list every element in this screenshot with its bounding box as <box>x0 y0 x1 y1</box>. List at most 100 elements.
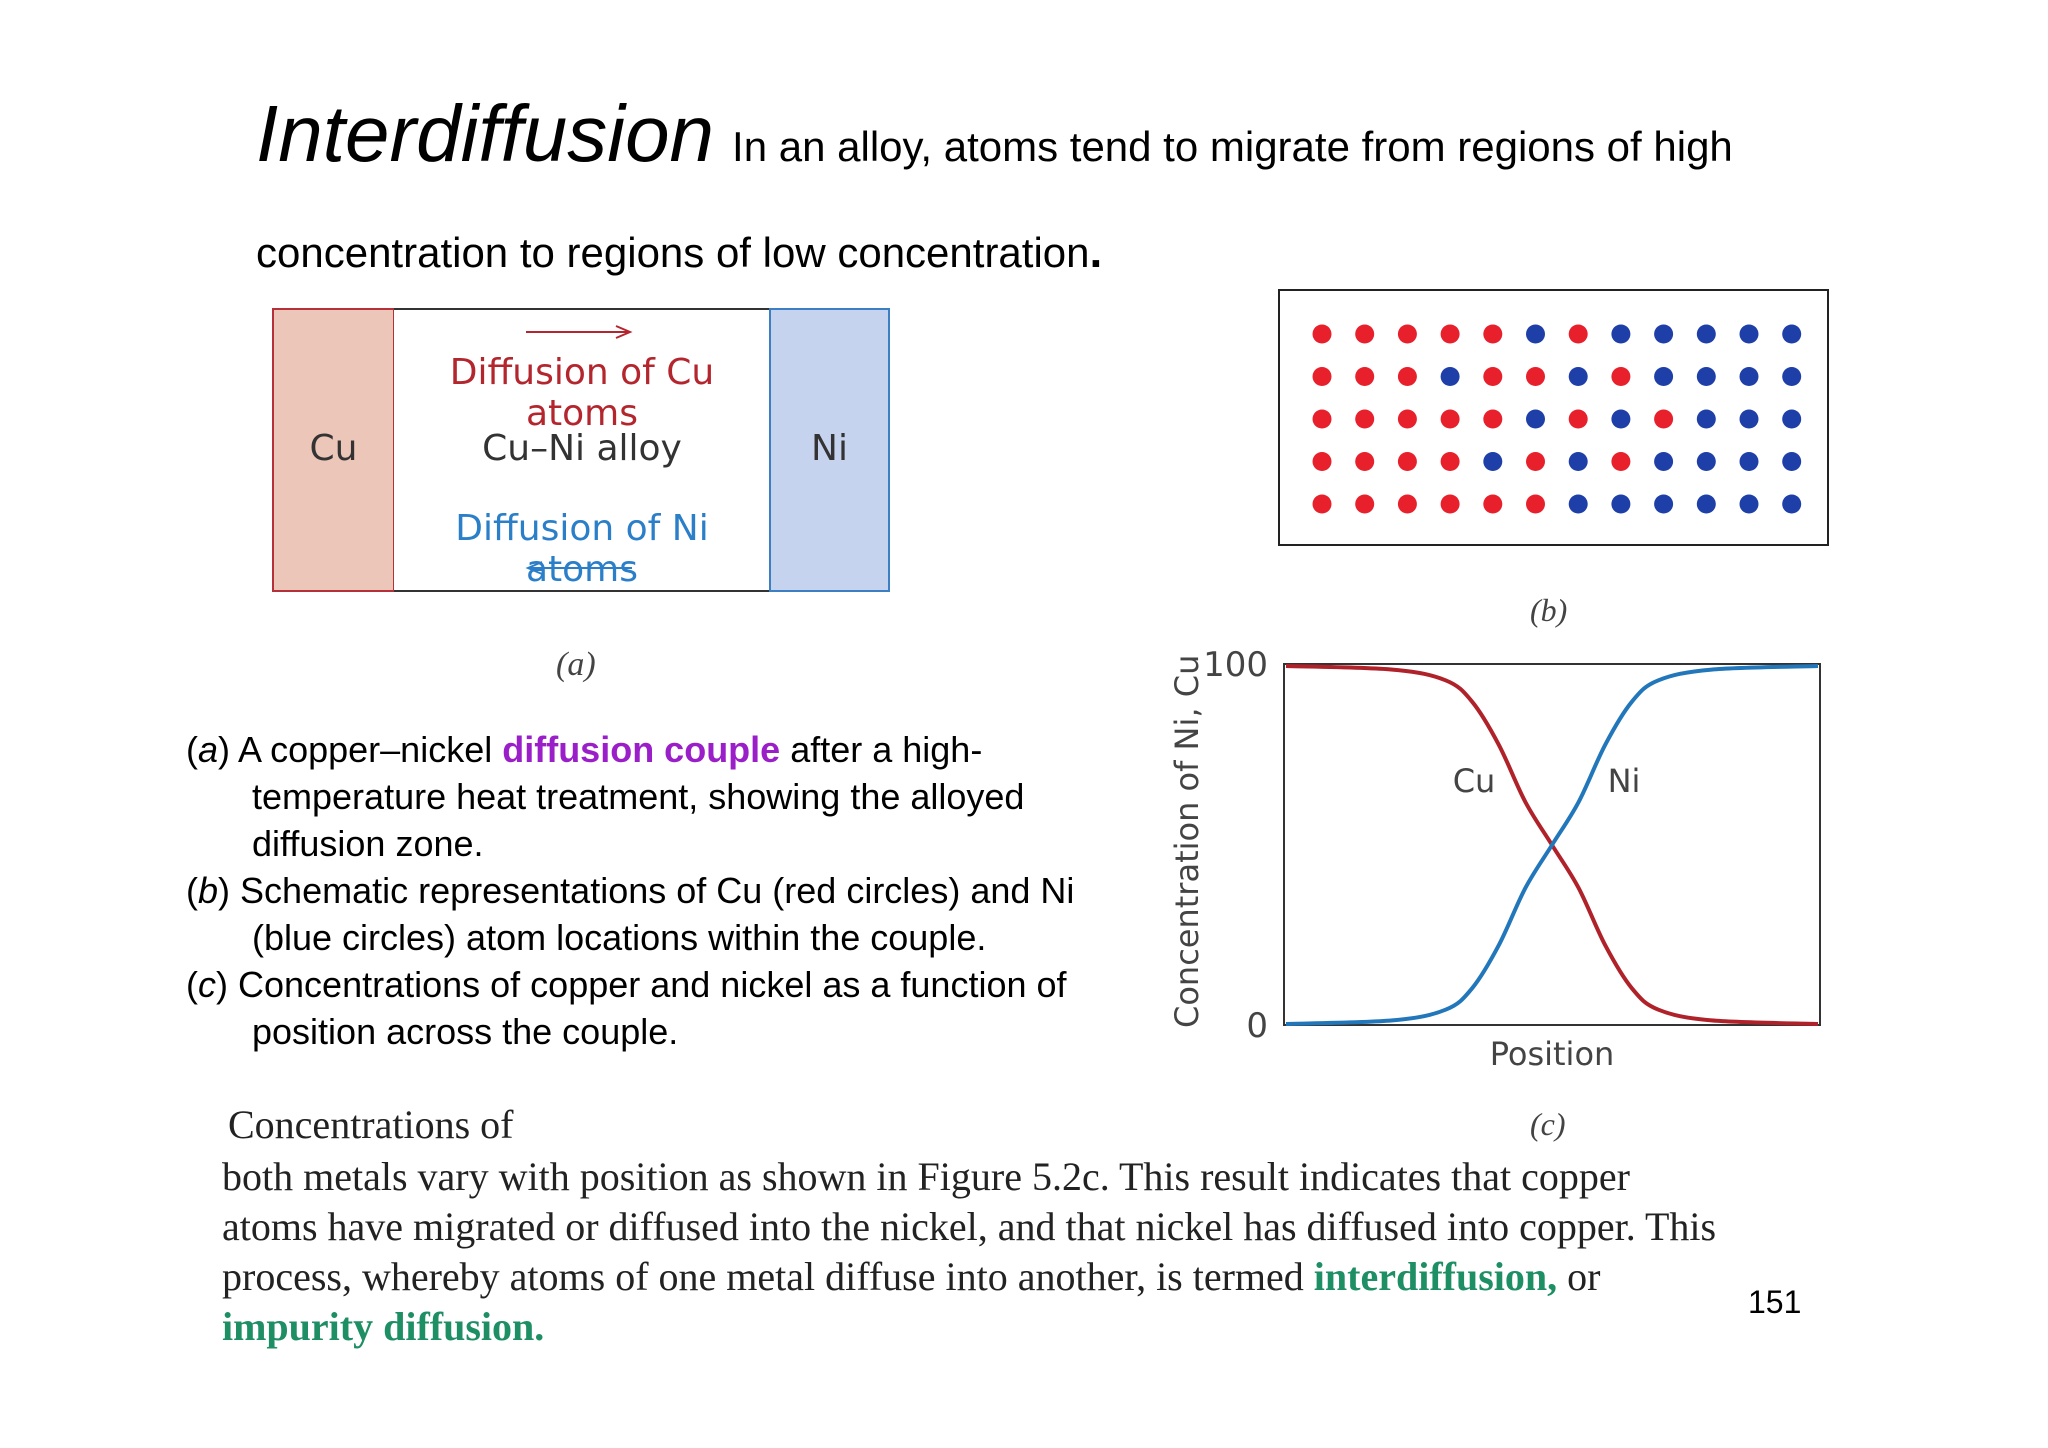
chart-series-ni-line <box>1285 664 1819 1026</box>
ni-atom <box>1654 324 1674 344</box>
cu-atom <box>1355 409 1375 429</box>
figure-caption-list: (a) A copper–nickel diffusion couple aft… <box>186 726 1126 1055</box>
ni-atom <box>1611 409 1631 429</box>
cu-atom <box>1483 367 1503 386</box>
ni-atom <box>1696 409 1716 429</box>
ni-atom <box>1568 452 1588 471</box>
diffusion-couple-term: diffusion couple <box>502 729 781 770</box>
ni-atom <box>1526 324 1545 344</box>
ni-atom <box>1739 367 1759 386</box>
chart-x-axis-label: Position <box>1490 1035 1615 1073</box>
chart-y-axis-label: Concentration of Ni, Cu <box>1168 655 1206 1028</box>
cu-atom <box>1483 324 1503 344</box>
ni-diffusion-label: Diffusion of Ni atoms <box>455 508 709 590</box>
ni-atom <box>1611 324 1631 344</box>
cu-atom <box>1355 324 1375 344</box>
cu-atom <box>1526 494 1545 514</box>
cu-atom <box>1440 494 1460 514</box>
ni-atom <box>1696 324 1716 344</box>
ni-atom <box>1782 494 1802 514</box>
cu-atom <box>1355 452 1375 471</box>
cu-diffusion-label: Diffusion of Cu atoms <box>449 352 715 434</box>
ni-atom <box>1696 452 1716 471</box>
cu-atom <box>1440 409 1460 429</box>
cu-atom <box>1483 494 1503 514</box>
cu-atom <box>1312 367 1332 386</box>
title-main: Interdiffusion <box>256 89 715 178</box>
right-arrow-icon <box>526 325 633 339</box>
cu-atom <box>1312 324 1332 344</box>
cu-atom <box>1355 494 1375 514</box>
cu-atom <box>1568 409 1588 429</box>
ni-atom <box>1739 409 1759 429</box>
atom-grid-svg <box>1312 324 1802 514</box>
chart-y-tick-0: 0 <box>1246 1006 1268 1046</box>
cu-atom <box>1568 324 1588 344</box>
ni-atom <box>1654 367 1674 386</box>
cu-atom <box>1397 452 1417 471</box>
alloy-block: Diffusion of Cu atoms Cu–Ni alloy Diffus… <box>394 308 770 592</box>
paragraph-body: both metals vary with position as shown … <box>222 1154 1717 1299</box>
cu-atom <box>1526 452 1545 471</box>
term-interdiffusion: interdiffusion, <box>1313 1254 1558 1299</box>
figure-c-caption: (c) <box>1530 1106 1566 1142</box>
ni-atom <box>1526 409 1545 429</box>
ni-atom <box>1782 452 1802 471</box>
cu-atom <box>1312 452 1332 471</box>
textbook-paragraph: Concentrations of both metals vary with … <box>222 1100 1722 1352</box>
cu-atom <box>1397 494 1417 514</box>
ni-atom <box>1739 494 1759 514</box>
cu-atom <box>1526 367 1545 386</box>
cu-atom <box>1397 409 1417 429</box>
figure-b-caption: (b) <box>1530 592 1568 628</box>
caption-item-c: (c) Concentrations of copper and nickel … <box>186 964 1067 1052</box>
ni-atom <box>1782 324 1802 344</box>
title-line-2: concentration to regions of low concentr… <box>256 224 1102 278</box>
figure-a-caption: (a) <box>556 646 596 683</box>
ni-atom <box>1440 367 1460 386</box>
cu-atom <box>1312 494 1332 514</box>
cu-label: Cu <box>309 428 358 469</box>
chart-y-tick-100: 100 <box>1203 645 1268 685</box>
figure-c-concentration-chart: Concentration of Ni, Cu 100 0 Cu Ni Posi… <box>1168 645 1821 1073</box>
cu-atom <box>1397 367 1417 386</box>
ni-atom <box>1654 494 1674 514</box>
ni-atom <box>1611 494 1631 514</box>
paragraph-heading: Concentrations of <box>228 1102 514 1147</box>
figure-b-atom-grid <box>1278 289 1829 546</box>
chart-series-label-ni: Ni <box>1608 762 1641 800</box>
cu-atom <box>1654 409 1674 429</box>
cu-atom <box>1397 324 1417 344</box>
ni-atom <box>1568 367 1588 386</box>
cu-atom <box>1611 452 1631 471</box>
ni-atom <box>1782 367 1802 386</box>
cu-atom <box>1355 367 1375 386</box>
cu-block: Cu <box>272 308 395 592</box>
ni-atom <box>1654 452 1674 471</box>
title-line-2-text: concentration to regions of low concentr… <box>256 229 1090 276</box>
chart-series-label-cu: Cu <box>1453 762 1496 800</box>
ni-atom <box>1696 367 1716 386</box>
cu-atom <box>1440 324 1460 344</box>
page-number: 151 <box>1748 1284 1802 1320</box>
cu-atom <box>1312 409 1332 429</box>
cu-atom <box>1440 452 1460 471</box>
figure-a-diffusion-couple: Cu Diffusion of Cu atoms Cu–Ni alloy Dif… <box>272 308 892 594</box>
left-arrow-icon <box>525 561 632 575</box>
caption-item-a: (a) A copper–nickel diffusion couple aft… <box>186 729 1025 864</box>
alloy-label: Cu–Ni alloy <box>482 428 682 469</box>
ni-atom <box>1483 452 1503 471</box>
caption-item-b: (b) Schematic representations of Cu (red… <box>186 870 1075 958</box>
ni-atom <box>1782 409 1802 429</box>
cu-atom <box>1483 409 1503 429</box>
title-subtitle: In an alloy, atoms tend to migrate from … <box>732 123 1733 170</box>
ni-atom <box>1696 494 1716 514</box>
cu-atom <box>1611 367 1631 386</box>
ni-atom <box>1739 324 1759 344</box>
term-impurity-diffusion: impurity diffusion. <box>222 1304 545 1349</box>
ni-label: Ni <box>811 428 848 469</box>
ni-block: Ni <box>769 308 890 592</box>
ni-atom <box>1568 494 1588 514</box>
title-period: . <box>1089 225 1103 277</box>
ni-atom <box>1739 452 1759 471</box>
